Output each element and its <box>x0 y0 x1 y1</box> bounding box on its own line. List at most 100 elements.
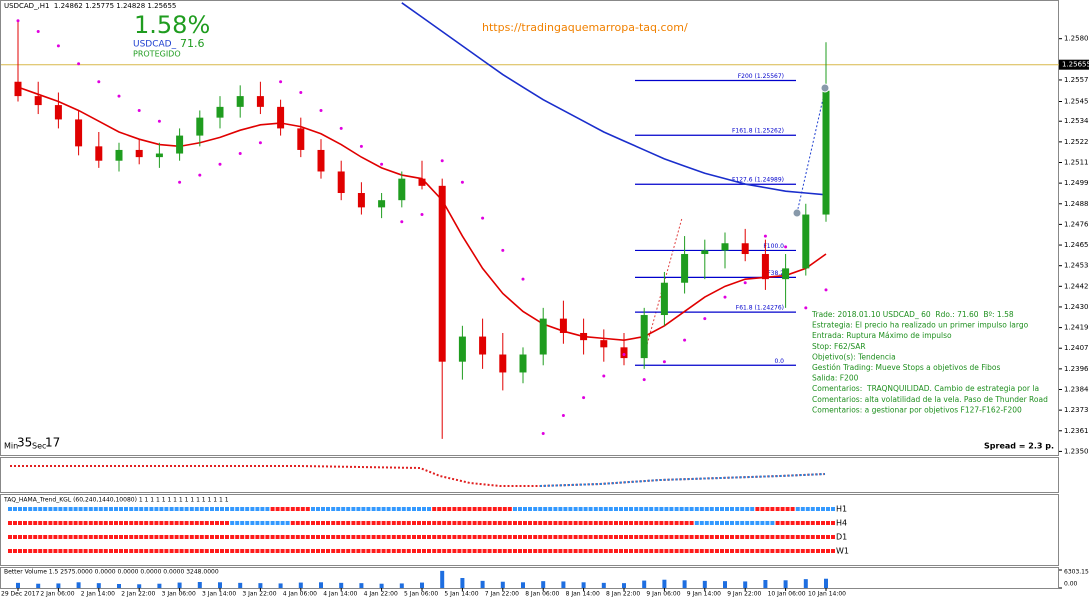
trend-cell <box>275 521 280 525</box>
trend-cell <box>674 507 679 511</box>
trend-cell <box>8 521 12 525</box>
trend-cell <box>487 535 492 539</box>
volume-bar <box>743 581 748 588</box>
trend-cell <box>366 535 371 539</box>
trend-cell <box>497 507 502 511</box>
volume-bar <box>541 581 546 588</box>
trend-cell <box>720 507 724 511</box>
trend-cell <box>568 549 573 553</box>
trend-cell <box>351 507 356 511</box>
y-tick-label: 1.23615 <box>1064 427 1089 435</box>
trend-cell <box>518 507 522 511</box>
trend-cell <box>502 507 507 511</box>
main-panel <box>0 0 1059 456</box>
trend-cell <box>639 521 644 525</box>
trend-cell <box>331 549 336 553</box>
trend-cell <box>290 521 295 525</box>
sar-dot <box>723 295 727 299</box>
trend-cell <box>447 507 452 511</box>
sar-dot <box>137 108 141 112</box>
trend-cell <box>401 535 406 539</box>
trend-cell <box>139 549 144 553</box>
trend-cell <box>114 507 118 511</box>
trend-cell <box>457 535 462 539</box>
oscillator-line <box>10 465 826 487</box>
trend-cell <box>452 549 457 553</box>
trend-cell <box>704 535 709 539</box>
trend-cell <box>750 535 755 539</box>
trend-cell <box>598 535 603 539</box>
volume-bar <box>601 582 606 588</box>
candle-body <box>802 214 810 269</box>
trend-cell <box>285 507 290 511</box>
trend-cell <box>608 535 613 539</box>
x-tick-label: 4 Jan 22:00 <box>364 591 398 598</box>
trend-cell <box>583 507 588 511</box>
sar-dot <box>16 19 20 23</box>
trend-cell <box>18 549 22 553</box>
trend-cell <box>624 507 628 511</box>
trend-cell <box>715 549 719 553</box>
trend-cell <box>750 521 755 525</box>
trend-cell <box>98 549 103 553</box>
trend-cell <box>412 521 416 525</box>
trend-cell <box>775 521 780 525</box>
volume-title: Better Volume 1.5 2575.0000 0.0000 0.000… <box>4 569 219 576</box>
trend-cell <box>462 549 467 553</box>
volume-bar <box>359 583 364 588</box>
trend-cell <box>144 535 149 539</box>
trend-cell <box>295 549 300 553</box>
trend-cell <box>73 549 78 553</box>
x-tick-label: 10 Jan 14:00 <box>808 591 846 598</box>
trend-cell <box>401 549 406 553</box>
trend-cell <box>129 521 134 525</box>
trend-cell <box>406 535 411 539</box>
trend-cell <box>23 535 27 539</box>
trend-cell <box>300 535 305 539</box>
trend-cell <box>129 549 134 553</box>
volume-bar <box>96 583 101 588</box>
trend-cell <box>462 521 467 525</box>
y-tick-label: 1.25455 <box>1064 97 1089 105</box>
trend-cell <box>487 507 492 511</box>
trend-cell <box>477 521 482 525</box>
candle-body <box>600 340 608 348</box>
volume-bar <box>117 584 121 588</box>
volume-bar <box>440 570 445 588</box>
trend-cell <box>492 521 497 525</box>
trend-cell <box>179 535 184 539</box>
trend-cell <box>694 535 699 539</box>
y-tick-label: 1.25340 <box>1064 117 1089 125</box>
x-tick-label: 4 Jan 06:00 <box>283 591 317 598</box>
trend-cell <box>543 535 548 539</box>
trend-cell <box>391 507 396 511</box>
trend-cell <box>513 521 517 525</box>
trend-cell <box>316 549 320 553</box>
trend-cell <box>785 507 790 511</box>
trend-cell <box>614 507 618 511</box>
trend-cell <box>477 507 482 511</box>
trend-cell <box>356 535 361 539</box>
trend-cell <box>831 535 835 539</box>
trend-cell <box>750 549 755 553</box>
timer-min-label: Min <box>4 442 18 451</box>
volume-bar <box>824 578 828 588</box>
trend-cell <box>285 535 290 539</box>
sar-dot <box>501 248 505 252</box>
trend-cell <box>608 521 613 525</box>
volume-bar <box>258 583 263 588</box>
trend-cell <box>816 535 820 539</box>
trend-cell <box>821 535 825 539</box>
trade-note: Objetivo(s): Tendencia <box>812 352 896 361</box>
trend-cell <box>28 521 33 525</box>
trend-cell <box>48 549 53 553</box>
trend-cell <box>366 549 371 553</box>
trend-cell <box>311 507 315 511</box>
trend-cell <box>715 521 719 525</box>
trend-cell <box>528 549 532 553</box>
trend-cell <box>401 521 406 525</box>
y-tick-label: 1.25800 <box>1064 35 1089 43</box>
trend-cell <box>755 549 760 553</box>
trend-cell <box>88 521 93 525</box>
trend-cell <box>78 535 83 539</box>
